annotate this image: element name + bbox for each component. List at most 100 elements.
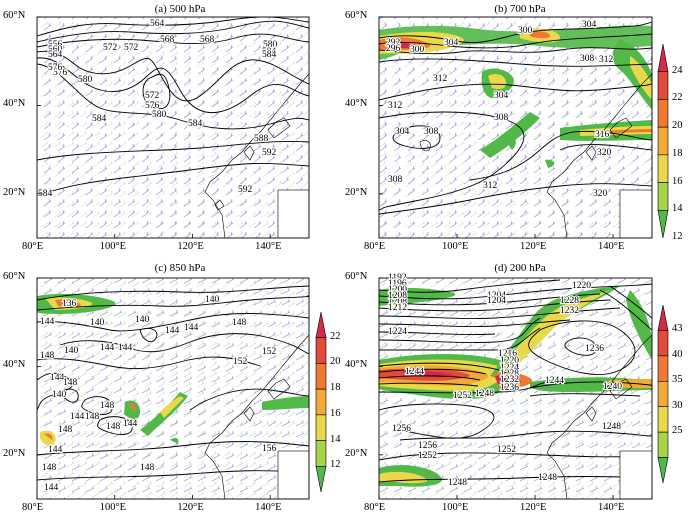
colorbar-segment: [315, 337, 327, 364]
x-tick-label: 140°E: [255, 502, 282, 513]
y-tick-label: 40°N: [3, 359, 26, 371]
contour-label: 148: [42, 463, 57, 473]
contour-label: 1224: [500, 363, 519, 373]
contour-label: 148: [232, 318, 247, 328]
contour-label: 152: [262, 347, 277, 357]
contour-label: 572: [124, 43, 139, 53]
contour-label: 1200: [388, 285, 407, 295]
contour-label: 140: [205, 295, 220, 305]
contour-label: 576: [53, 68, 68, 78]
contour-label: 148: [40, 351, 55, 361]
y-tick-label: 40°N: [345, 359, 368, 371]
contour-label: 556: [48, 40, 63, 50]
colorbar-segment: [657, 380, 669, 408]
map-area-b: [378, 16, 653, 239]
x-tick-label: 120°E: [520, 502, 547, 513]
contour-label: 1256: [392, 424, 411, 434]
contour-label: 320: [597, 148, 612, 158]
contour-label: 304: [494, 91, 509, 101]
y-tick-label: 20°N: [345, 447, 368, 459]
colorbar-segment: [657, 209, 669, 239]
colorbar-segment: [657, 457, 669, 484]
contour-label: 308: [388, 175, 403, 185]
colorbar-tick-label: 18: [330, 382, 341, 394]
map-area-a: [36, 16, 310, 239]
contour-label: 1252: [497, 445, 516, 455]
contour-label: 300: [410, 45, 425, 55]
colorbar-segment: [315, 440, 327, 467]
map-area-d: [378, 277, 653, 500]
contour-label: 312: [433, 74, 448, 84]
colorbar-tick-label: 20: [672, 120, 683, 132]
contour-label: 300: [518, 26, 533, 36]
contour-label: 568: [200, 35, 215, 45]
x-tick-label: 80°E: [22, 241, 44, 252]
colorbar-segment: [657, 182, 669, 211]
contour-label: 1244: [405, 367, 424, 377]
contour-label: 152: [233, 357, 248, 367]
contour-label: 1224: [388, 327, 407, 337]
contour-label: 1204: [487, 296, 506, 306]
x-tick-label: 100°E: [99, 502, 127, 513]
x-tick-label: 100°E: [442, 502, 469, 513]
contour-label: 296: [386, 44, 401, 54]
contour-label: 584: [38, 189, 53, 199]
contour-label: 584: [262, 47, 277, 57]
map-area-c: [36, 277, 310, 500]
colorbar-segment: [657, 406, 669, 433]
contour-label: 588: [254, 134, 269, 144]
y-tick-label: 60°N: [3, 10, 26, 21]
colorbar: [315, 311, 327, 493]
contour-label: 580: [152, 110, 167, 120]
contour-label: 592: [262, 148, 277, 158]
colorbar-tick-label: 22: [672, 92, 683, 104]
panel-title: (d) 200 hPa: [494, 262, 546, 274]
colorbar-segment: [657, 431, 669, 458]
contour-label: 144: [165, 326, 180, 336]
colorbar-segment: [657, 154, 669, 183]
contour-label: 576: [48, 63, 63, 73]
colorbar-segment: [315, 465, 327, 493]
colorbar-segment: [315, 311, 327, 339]
y-tick-label: 60°N: [345, 10, 368, 21]
contour-label: 1240: [603, 382, 622, 392]
contour-label: 144: [184, 323, 199, 333]
contour-label: 308: [580, 54, 595, 64]
x-tick-label: 80°E: [22, 502, 44, 513]
x-tick-label: 100°E: [442, 241, 469, 252]
contour-label: 312: [599, 55, 614, 65]
contour-label: 308: [494, 113, 509, 123]
colorbar-tick-label: 20: [330, 356, 341, 368]
contour-label: 304: [444, 38, 459, 48]
x-tick-label: 80°E: [364, 502, 386, 513]
contour-label: 1248: [448, 478, 467, 488]
contour-label: 148: [58, 425, 73, 435]
x-tick-label: 120°E: [520, 241, 547, 252]
colorbar-segment: [657, 355, 669, 382]
x-tick-label: 80°E: [364, 241, 386, 252]
colorbar-tick-label: 25: [672, 425, 683, 437]
contour-label: 144: [44, 483, 59, 493]
contour-label: 148: [140, 463, 155, 473]
contour-label: 1216: [498, 349, 517, 359]
colorbar-tick-label: 30: [672, 399, 683, 411]
contour-label: 320: [593, 189, 608, 199]
panel-title: (b) 700 hPa: [494, 3, 546, 15]
contour-label: 312: [388, 101, 403, 111]
contour-label: 1228: [500, 369, 519, 379]
contour-label: 148: [100, 401, 115, 411]
contour-label: 1204: [487, 291, 506, 301]
contour-label: 156: [262, 444, 277, 454]
colorbar-segment: [657, 330, 669, 357]
contour-label: 1192: [388, 273, 407, 283]
contour-label: 304: [582, 20, 597, 30]
contour-label: 572: [145, 91, 160, 101]
contour-label: 144: [118, 343, 133, 353]
contour-label: 1252: [453, 391, 472, 401]
contour-label: 1236: [500, 383, 519, 393]
colorbar-tick-label: 16: [330, 407, 341, 419]
contour-label: 580: [263, 40, 278, 50]
contour-label: 1208: [388, 291, 407, 301]
contour-label: 584: [262, 50, 277, 60]
y-tick-label: 60°N: [345, 271, 368, 282]
